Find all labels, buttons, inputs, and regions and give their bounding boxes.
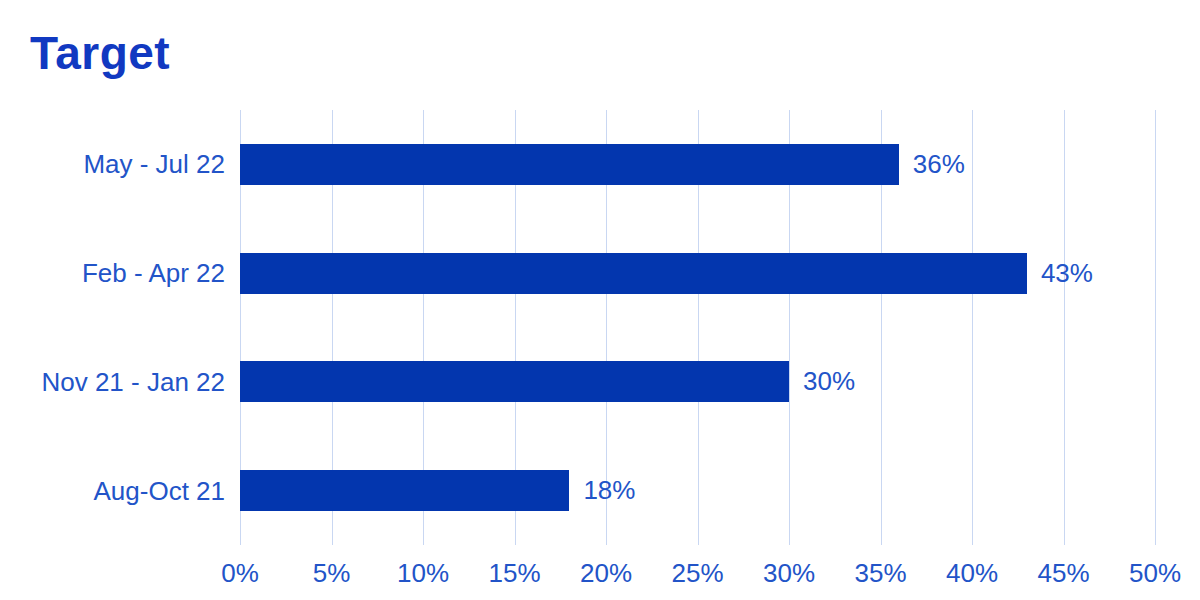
bar[interactable] — [240, 361, 789, 402]
y-axis-category-labels: May - Jul 22 Feb - Apr 22 Nov 21 - Jan 22 A… — [0, 110, 225, 545]
category-label: Aug-Oct 21 — [0, 476, 225, 507]
bar-row: 43% — [240, 219, 1155, 328]
chart-title: Target — [30, 26, 170, 80]
bar-row: 36% — [240, 110, 1155, 219]
x-tick-label: 50% — [1095, 558, 1200, 589]
bar[interactable] — [240, 470, 569, 511]
bar[interactable] — [240, 144, 899, 185]
category-label: Nov 21 - Jan 22 — [0, 367, 225, 398]
category-label: May - Jul 22 — [0, 149, 225, 180]
chart-canvas: Target 36% 43% 30% 18% May - Jul 22 Feb - Ap… — [0, 0, 1200, 600]
category-label: Feb - Apr 22 — [0, 258, 225, 289]
x-axis: 0%5%10%15%20%25%30%35%40%45%50% — [240, 558, 1155, 592]
value-label: 43% — [1041, 253, 1093, 294]
plot-area: 36% 43% 30% 18% — [240, 110, 1155, 545]
value-label: 18% — [583, 470, 635, 511]
bar[interactable] — [240, 253, 1027, 294]
bar-row: 18% — [240, 436, 1155, 545]
gridline — [1155, 110, 1156, 545]
bar-row: 30% — [240, 328, 1155, 437]
value-label: 36% — [913, 144, 965, 185]
value-label: 30% — [803, 361, 855, 402]
